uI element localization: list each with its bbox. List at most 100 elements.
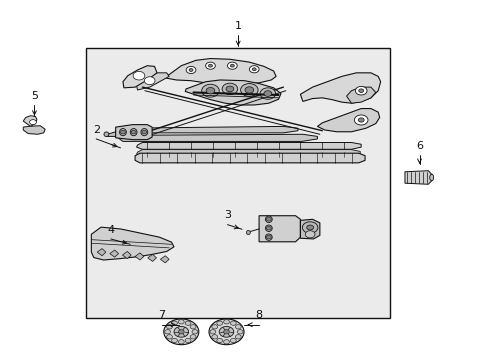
Ellipse shape — [104, 132, 109, 136]
Circle shape — [222, 83, 237, 95]
Polygon shape — [136, 143, 361, 149]
Polygon shape — [116, 126, 297, 133]
Circle shape — [355, 86, 366, 95]
Circle shape — [266, 217, 271, 221]
Polygon shape — [404, 171, 431, 184]
Circle shape — [216, 338, 222, 343]
Circle shape — [209, 330, 215, 334]
Bar — [86, 48, 389, 318]
Circle shape — [227, 62, 237, 69]
Circle shape — [235, 335, 241, 339]
Text: 6: 6 — [415, 141, 422, 151]
Circle shape — [171, 321, 177, 325]
Polygon shape — [300, 73, 380, 103]
Ellipse shape — [265, 234, 272, 240]
Circle shape — [225, 86, 233, 92]
Circle shape — [190, 325, 196, 329]
Circle shape — [178, 320, 184, 324]
Polygon shape — [317, 109, 379, 132]
Circle shape — [192, 330, 198, 334]
Circle shape — [305, 231, 314, 238]
Circle shape — [306, 225, 313, 230]
Circle shape — [131, 130, 136, 134]
Polygon shape — [136, 150, 360, 157]
Ellipse shape — [130, 129, 137, 136]
Circle shape — [230, 321, 236, 325]
Circle shape — [266, 235, 271, 239]
Circle shape — [190, 335, 196, 339]
Ellipse shape — [141, 129, 147, 136]
Polygon shape — [135, 253, 143, 260]
Circle shape — [186, 66, 196, 73]
Ellipse shape — [246, 230, 250, 235]
Circle shape — [208, 319, 244, 345]
Polygon shape — [107, 132, 140, 136]
Polygon shape — [136, 73, 169, 90]
Circle shape — [235, 325, 241, 329]
Text: 2: 2 — [92, 125, 100, 135]
Polygon shape — [91, 227, 174, 260]
Circle shape — [358, 118, 364, 122]
Circle shape — [260, 88, 275, 99]
Circle shape — [30, 120, 36, 125]
Circle shape — [205, 62, 215, 69]
Circle shape — [142, 130, 146, 134]
Circle shape — [244, 87, 253, 93]
Polygon shape — [160, 256, 169, 263]
Polygon shape — [135, 153, 365, 163]
Circle shape — [264, 91, 271, 96]
Ellipse shape — [265, 216, 272, 222]
Circle shape — [133, 71, 144, 80]
Circle shape — [174, 327, 188, 337]
Circle shape — [211, 325, 217, 329]
Circle shape — [171, 338, 177, 343]
Polygon shape — [118, 134, 317, 141]
Circle shape — [164, 330, 170, 334]
Circle shape — [223, 340, 229, 344]
Ellipse shape — [265, 225, 272, 231]
Circle shape — [354, 115, 367, 125]
Text: 3: 3 — [224, 210, 230, 220]
Polygon shape — [122, 251, 131, 258]
Polygon shape — [185, 80, 281, 105]
Circle shape — [211, 335, 217, 339]
Text: 7: 7 — [158, 310, 165, 320]
Circle shape — [185, 321, 191, 325]
Circle shape — [266, 226, 271, 230]
Circle shape — [201, 84, 219, 97]
Circle shape — [219, 327, 233, 337]
Circle shape — [230, 64, 234, 67]
Circle shape — [208, 64, 212, 67]
Circle shape — [358, 89, 363, 93]
Polygon shape — [166, 59, 276, 84]
Polygon shape — [23, 116, 37, 126]
Circle shape — [237, 330, 243, 334]
Ellipse shape — [119, 129, 126, 136]
Circle shape — [216, 321, 222, 325]
Circle shape — [205, 87, 214, 94]
Circle shape — [252, 68, 256, 71]
Circle shape — [223, 330, 229, 334]
Text: 4: 4 — [107, 225, 114, 235]
Circle shape — [178, 330, 184, 334]
Circle shape — [189, 68, 193, 71]
Circle shape — [185, 338, 191, 343]
Text: 5: 5 — [31, 91, 38, 101]
Circle shape — [223, 320, 229, 324]
Polygon shape — [147, 254, 156, 261]
Circle shape — [240, 84, 258, 96]
Polygon shape — [300, 219, 319, 239]
Polygon shape — [259, 216, 300, 242]
Polygon shape — [97, 249, 106, 256]
Text: 1: 1 — [234, 21, 241, 31]
Circle shape — [163, 319, 199, 345]
Circle shape — [166, 335, 172, 339]
Ellipse shape — [429, 174, 433, 181]
Circle shape — [178, 340, 184, 344]
Polygon shape — [116, 125, 152, 140]
Circle shape — [302, 222, 317, 233]
Circle shape — [166, 325, 172, 329]
Circle shape — [120, 130, 125, 134]
Circle shape — [230, 338, 236, 343]
Circle shape — [249, 66, 259, 73]
